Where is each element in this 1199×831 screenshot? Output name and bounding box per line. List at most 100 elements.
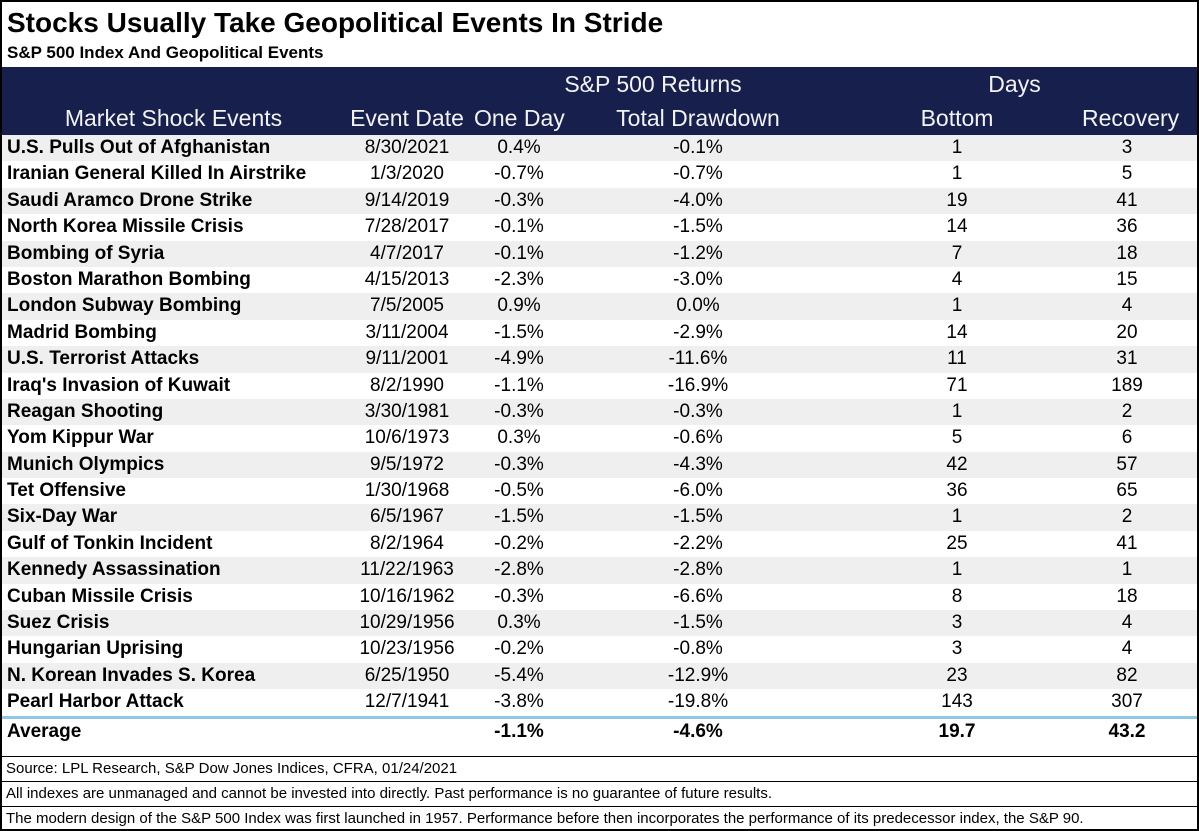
table-row: Bombing of Syria 4/7/2017 -0.1% -1.2% 7 18 xyxy=(2,240,1197,267)
event-value: 15 xyxy=(1116,268,1138,290)
event-name: Yom Kippur War xyxy=(7,427,154,449)
event-value: 9/11/2001 xyxy=(365,348,449,370)
event-value: 3 xyxy=(951,638,963,660)
event-value: -1.5% xyxy=(673,506,723,528)
event-value: 2 xyxy=(1121,506,1133,528)
event-value: 3 xyxy=(951,612,963,634)
event-value: 36 xyxy=(1116,216,1138,238)
event-value: 9/5/1972 xyxy=(370,453,444,475)
column-header-one-day: One Day xyxy=(474,105,565,131)
event-name: Hungarian Uprising xyxy=(7,638,184,660)
event-value: 57 xyxy=(1116,453,1138,475)
column-header-row: Market Shock Events Event Date One Day T… xyxy=(2,101,1197,135)
event-value: 11 xyxy=(947,348,967,370)
event-value: 18 xyxy=(1116,585,1138,607)
event-value: 4/7/2017 xyxy=(370,242,444,264)
event-value: -1.5% xyxy=(673,612,723,634)
average-recovery: 43.2 xyxy=(1108,720,1146,742)
event-name: Boston Marathon Bombing xyxy=(7,268,251,290)
event-value: -0.1% xyxy=(494,216,544,238)
event-value: 7/5/2005 xyxy=(370,295,444,317)
event-value: 4 xyxy=(1121,295,1133,317)
event-value: 1/3/2020 xyxy=(370,163,444,185)
table-row: Reagan Shooting 3/30/1981 -0.3% -0.3% 1 2 xyxy=(2,398,1197,426)
column-header-market-shock-events: Market Shock Events xyxy=(64,105,283,131)
event-value: -0.5% xyxy=(494,480,544,502)
event-value: 3 xyxy=(1121,137,1133,158)
event-value: 0.4% xyxy=(497,137,541,158)
event-value: -5.4% xyxy=(494,664,544,686)
event-value: -1.5% xyxy=(673,216,723,238)
event-name: Iranian General Killed In Airstrike xyxy=(7,163,307,185)
event-value: 6 xyxy=(1121,427,1133,449)
event-value: 10/16/1962 xyxy=(359,585,455,607)
event-value: -0.2% xyxy=(494,638,544,660)
average-total-drawdown: -4.6% xyxy=(673,720,723,742)
event-name: Six-Day War xyxy=(7,506,118,528)
event-value: 3/30/1981 xyxy=(364,400,450,422)
event-value: -0.6% xyxy=(673,427,723,449)
event-value: -0.3% xyxy=(494,400,544,422)
event-value: 8/2/1990 xyxy=(370,374,444,396)
event-value: 4 xyxy=(1121,638,1133,660)
event-value: 1 xyxy=(951,506,963,528)
event-value: -0.7% xyxy=(673,163,723,185)
event-value: -3.0% xyxy=(673,268,723,290)
event-value: 18 xyxy=(1116,242,1138,264)
table-row: Cuban Missile Crisis 10/16/1962 -0.3% -6.6%… xyxy=(2,583,1197,611)
event-value: 19 xyxy=(946,189,968,211)
average-label: Average xyxy=(7,720,82,742)
event-value: 0.0% xyxy=(676,295,720,317)
event-value: 71 xyxy=(946,374,968,396)
table-row: Gulf of Tonkin Incident 8/2/1964 -0.2% -2.2… xyxy=(2,530,1197,558)
event-value: 7/28/2017 xyxy=(364,216,450,238)
event-value: 1/30/1968 xyxy=(364,480,450,502)
column-header-event-date: Event Date xyxy=(350,105,464,131)
event-value: 143 xyxy=(941,691,973,713)
event-value: -4.9% xyxy=(494,348,544,370)
event-value: 6/25/1950 xyxy=(364,664,450,686)
event-value: 10/29/1956 xyxy=(359,612,455,634)
group-header-row: S&P 500 Returns Days xyxy=(2,67,1197,101)
event-value: 3/11/2004 xyxy=(365,321,449,343)
event-name: Iraq's Invasion of Kuwait xyxy=(7,374,231,396)
table-row: Pearl Harbor Attack 12/7/1941 -3.8% -19.8% 1… xyxy=(2,689,1197,716)
event-name: Gulf of Tonkin Incident xyxy=(7,532,213,554)
event-value: -0.1% xyxy=(673,137,723,158)
event-value: -0.3% xyxy=(673,400,723,422)
event-value: 1 xyxy=(1121,559,1133,581)
event-value: 189 xyxy=(1111,374,1143,396)
event-value: 42 xyxy=(946,453,968,475)
average-separator-line xyxy=(2,715,1197,719)
event-value: 12/7/1941 xyxy=(364,691,450,713)
table-row: Tet Offensive 1/30/1968 -0.5% -6.0% 36 65 xyxy=(2,478,1197,505)
event-name: Kennedy Assassination xyxy=(7,559,221,581)
event-name: Reagan Shooting xyxy=(7,400,164,422)
table-row: Saudi Aramco Drone Strike 9/14/2019 -0.3% -… xyxy=(2,187,1197,215)
event-value: -6.6% xyxy=(673,585,723,607)
event-name: North Korea Missile Crisis xyxy=(7,216,244,238)
disclaimer-line-2: The modern design of the S&P 500 Index w… xyxy=(6,809,1084,827)
table-row: Kennedy Assassination 11/22/1963 -2.8% -2.8… xyxy=(2,557,1197,584)
average-bottom: 19.7 xyxy=(938,720,976,742)
table-header: S&P 500 Returns Days Market Shock Events… xyxy=(2,67,1197,135)
event-name: U.S. Pulls Out of Afghanistan xyxy=(7,137,271,158)
event-value: 8/30/2021 xyxy=(364,137,450,158)
group-header-returns: S&P 500 Returns xyxy=(564,71,742,97)
table-row: Munich Olympics 9/5/1972 -0.3% -4.3% 42 57 xyxy=(2,451,1197,479)
event-value: -11.6% xyxy=(668,348,728,370)
average-one-day: -1.1% xyxy=(494,720,544,742)
event-value: 5 xyxy=(951,427,963,449)
event-name: Bombing of Syria xyxy=(7,242,165,264)
event-value: 8 xyxy=(951,585,963,607)
table-row: Madrid Bombing 3/11/2004 -1.5% -2.9% 14 20 xyxy=(2,319,1197,347)
event-value: 0.3% xyxy=(497,427,541,449)
table-row: U.S. Terrorist Attacks 9/11/2001 -4.9% -11.… xyxy=(2,346,1197,373)
event-value: -0.3% xyxy=(494,453,544,475)
event-value: -1.1% xyxy=(494,374,544,396)
table-row: U.S. Pulls Out of Afghanistan 8/30/2021 0.… xyxy=(2,135,1197,162)
event-value: -1.2% xyxy=(673,242,723,264)
average-row: Average -1.1% -4.6% 19.7 43.2 xyxy=(2,718,1197,745)
event-name: Tet Offensive xyxy=(7,480,126,502)
table-row: Six-Day War 6/5/1967 -1.5% -1.5% 1 2 xyxy=(2,504,1197,531)
